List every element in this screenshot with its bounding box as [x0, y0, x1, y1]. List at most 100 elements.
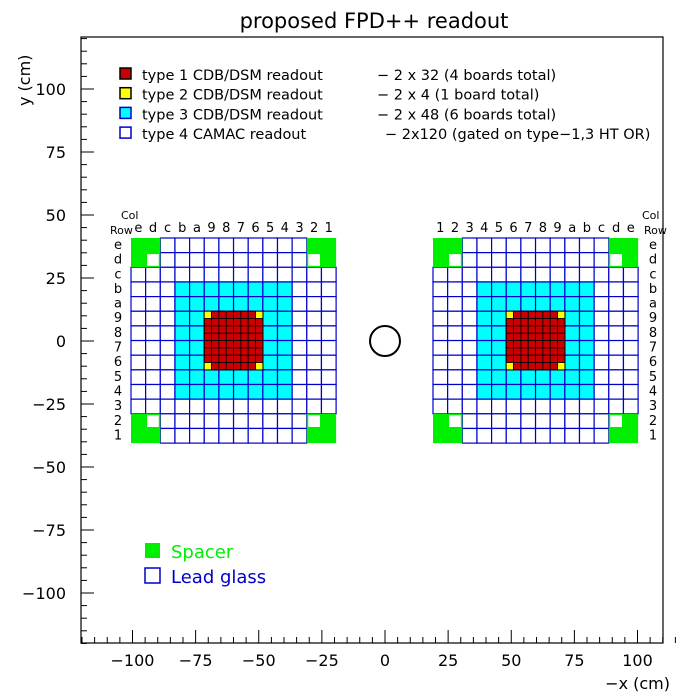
grid-cell — [549, 281, 566, 298]
right-col-label: b — [583, 221, 591, 236]
left-col-label: b — [178, 221, 186, 236]
grid-cell — [145, 339, 161, 356]
grid-cell — [218, 252, 235, 268]
grid-cell — [247, 237, 264, 254]
type1-cell — [233, 325, 242, 334]
type1-cell — [211, 332, 220, 341]
grid-cell — [476, 266, 493, 283]
type1-cell — [233, 332, 242, 341]
grid-cell — [461, 369, 478, 386]
type1-cell — [513, 325, 522, 334]
grid-cell — [432, 369, 449, 386]
grid-cell — [159, 383, 176, 400]
type2-cell — [255, 310, 264, 319]
y-tick-label: −100 — [22, 584, 66, 603]
grid-cell — [476, 296, 493, 312]
grid-cell — [203, 413, 220, 430]
grid-cell — [203, 237, 220, 254]
grid-cell — [520, 413, 537, 430]
grid-cell — [189, 398, 205, 415]
left-col-label: 4 — [281, 221, 289, 236]
right-row-label: c — [649, 267, 656, 282]
grid-cell — [174, 413, 191, 430]
grid-cell — [189, 266, 205, 283]
grid-cell — [549, 398, 566, 415]
type1-cell — [505, 325, 514, 334]
type1-cell — [535, 318, 544, 327]
left-col-label: a — [193, 221, 201, 236]
right-col-label: 4 — [480, 221, 488, 236]
spacer-notch — [308, 254, 320, 266]
type1-cell — [542, 310, 551, 319]
type1-cell — [557, 332, 566, 341]
grid-cell — [218, 398, 235, 415]
grid-cell — [262, 325, 279, 342]
grid-cell — [159, 413, 176, 430]
grid-cell — [276, 252, 293, 268]
grid-cell — [447, 266, 463, 283]
grid-cell — [564, 354, 581, 371]
x-tick-label: 0 — [380, 651, 390, 670]
grid-cell — [247, 266, 264, 283]
grid-cell — [549, 296, 566, 312]
left-row-label: b — [114, 282, 122, 297]
grid-cell — [320, 296, 337, 312]
grid-cell — [262, 369, 279, 386]
type1-cell — [240, 325, 249, 334]
grid-cell — [447, 354, 463, 371]
grid-cell — [218, 281, 235, 298]
left-col-label: 6 — [251, 221, 259, 236]
grid-cell — [145, 281, 161, 298]
legend-swatch — [119, 86, 132, 100]
grid-cell — [276, 427, 293, 444]
left-col-label: d — [149, 221, 157, 236]
grid-cell — [578, 383, 595, 400]
grid-cell — [534, 383, 551, 400]
left-col-label: 3 — [295, 221, 303, 236]
grid-cell — [549, 383, 566, 400]
grid-cell — [262, 296, 279, 312]
grid-cell — [130, 398, 147, 415]
grid-cell — [189, 310, 205, 327]
grid-cell — [276, 296, 293, 312]
grid-labels: e d c b a 9 8 7 6 5 4 3 2 1 1 2 3 4 5 6 7 8 9 a b c d ee ed dc cb ba a9 9… — [110, 209, 667, 443]
grid-cell — [593, 281, 610, 298]
grid-cell — [520, 427, 537, 444]
grid-cell — [549, 369, 566, 386]
grid-cell — [232, 252, 249, 268]
grid-cell — [247, 281, 264, 298]
type1-cell — [505, 340, 514, 349]
type1-cell — [233, 362, 242, 371]
grid-cell — [608, 310, 625, 327]
grid-cell — [159, 427, 176, 444]
grid-cell — [320, 398, 337, 415]
grid-cell — [159, 296, 176, 312]
type1-cell — [247, 325, 256, 334]
material-legend: Spacer Lead glass — [144, 542, 266, 588]
type2-cell — [557, 310, 566, 319]
grid-cell — [520, 237, 537, 254]
grid-cell — [262, 398, 279, 415]
grid-cell — [262, 252, 279, 268]
grid-cell — [130, 369, 147, 386]
grid-cell — [447, 398, 463, 415]
grid-cell — [130, 339, 147, 356]
grid-cell — [578, 296, 595, 312]
grid-cell — [593, 354, 610, 371]
type1-cell — [542, 325, 551, 334]
grid-cell — [564, 310, 581, 327]
type1-cell — [557, 318, 566, 327]
grid-cell — [218, 266, 235, 283]
right-col-label: 6 — [509, 221, 517, 236]
grid-cell — [159, 325, 176, 342]
grid-cell — [320, 354, 337, 371]
left-row-label: d — [114, 253, 122, 268]
grid-cell — [232, 398, 249, 415]
type1-cell — [203, 340, 212, 349]
left-col-label: e — [134, 221, 142, 236]
type1-cell — [225, 310, 234, 319]
type1-cell — [218, 347, 227, 356]
grid-cell — [447, 383, 463, 400]
type1-cell — [218, 354, 227, 363]
